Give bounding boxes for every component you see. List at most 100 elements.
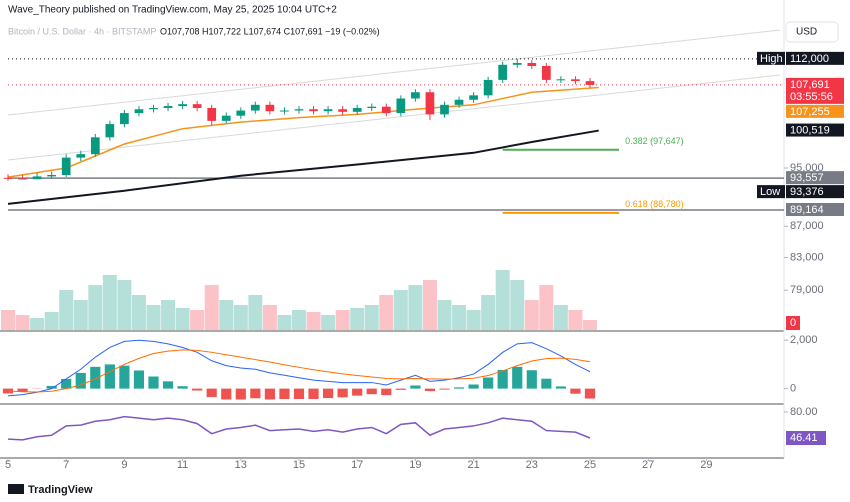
volume-bar [539, 285, 554, 330]
x-tick-label: 11 [177, 459, 188, 471]
candle-body [498, 64, 508, 80]
volume-badge-bg [786, 316, 800, 330]
y-tick-label: 83,000 [790, 251, 824, 263]
macd-histogram-bar [293, 388, 305, 400]
volume-bar [59, 290, 74, 330]
volume-bar [481, 295, 496, 330]
macd-histogram-bar [366, 388, 377, 395]
volume-bar [248, 295, 263, 330]
candle-body [527, 63, 537, 66]
x-tick-label: 17 [351, 459, 363, 471]
candle-body [309, 109, 318, 112]
candle-body [585, 81, 595, 85]
candle-body [556, 79, 566, 81]
macd-histogram-bar [264, 388, 275, 400]
macd-histogram-bar [104, 364, 115, 389]
candle-body [61, 157, 71, 175]
macd-histogram-bar [46, 385, 57, 389]
x-tick-label: 5 [5, 459, 11, 471]
volume-bar [524, 300, 539, 330]
candle-body [192, 104, 202, 108]
x-tick-label: 19 [409, 459, 421, 471]
candle-body [134, 109, 144, 114]
candle-body [236, 110, 246, 116]
candle-body [90, 137, 100, 155]
volume-bar [350, 308, 365, 330]
x-tick-label: 25 [584, 459, 596, 471]
macd-line [7, 339, 591, 397]
candle-body [265, 104, 275, 112]
macd-histogram-bar [526, 370, 537, 389]
macd-histogram-bar [570, 388, 581, 394]
channel-line [7, 74, 781, 161]
price-label: 112,000 [790, 53, 829, 65]
x-tick-label: 15 [293, 459, 305, 471]
candle-body [571, 79, 580, 82]
volume-bar [175, 308, 190, 330]
fib-label: 0.382 (97,647) [625, 136, 684, 146]
candle-body [32, 176, 42, 180]
price-label: 93,376 [790, 186, 824, 198]
macd-histogram-bar [352, 388, 363, 396]
volume-bar [1, 310, 15, 330]
y-tick-label: 0 [790, 383, 796, 395]
x-tick-label: 7 [63, 459, 69, 471]
candle-body [396, 98, 406, 114]
x-tick-label: 29 [700, 459, 712, 471]
price-tag: Low [760, 186, 780, 198]
y-tick-label: 80.00 [790, 406, 818, 418]
x-tick-label: 23 [526, 459, 538, 471]
price-label: 107,255 [790, 106, 830, 118]
macd-histogram-bar [75, 372, 86, 389]
ohlc: O107,708 H107,722 L107,674 C107,691 −19 … [160, 26, 380, 36]
candle-body [338, 109, 348, 112]
macd-histogram-bar [250, 388, 261, 399]
currency[interactable]: USD [796, 27, 817, 38]
price-label-bg [786, 77, 844, 104]
volume-bar [44, 312, 59, 330]
currency-button[interactable] [785, 21, 839, 43]
candle-body [105, 124, 115, 138]
macd-histogram-bar [337, 388, 348, 398]
price-label: 89,164 [790, 204, 824, 216]
price-label-bg [786, 123, 844, 137]
candle-body [381, 106, 391, 114]
candle-body [425, 92, 435, 115]
rsi-label: 46.41 [790, 432, 818, 444]
macd-histogram-bar [468, 384, 479, 389]
x-tick-label: 13 [235, 459, 247, 471]
price-label: 93,557 [790, 172, 824, 184]
publisher: Wave_Theory published on TradingView.com… [8, 5, 337, 16]
volume-bar [204, 285, 219, 330]
price-label: 107,691 [790, 79, 830, 91]
candle-body [541, 65, 551, 80]
volume-bar [277, 315, 292, 330]
macd-histogram-bar [483, 377, 494, 389]
fib-label: 0.618 (88,780) [625, 199, 684, 209]
volume-bar [161, 300, 176, 330]
macd-histogram-bar [395, 388, 406, 390]
volume-bar [306, 312, 321, 330]
macd-histogram-bar [133, 370, 145, 389]
volume-bar [452, 305, 467, 330]
candle-body [163, 106, 173, 108]
volume-bar [393, 290, 408, 330]
macd-histogram-bar [206, 388, 217, 398]
price-label-countdown: 03:55:56 [790, 91, 833, 103]
volume-bar [102, 275, 117, 330]
candle-body [76, 154, 86, 158]
macd-histogram-bar [381, 388, 392, 396]
moving-average [7, 129, 599, 205]
volume-bar [190, 310, 205, 330]
volume-bar [582, 320, 597, 330]
macd-histogram-bar [308, 388, 319, 400]
candle-body [250, 104, 260, 111]
macd-histogram-bar [235, 388, 246, 400]
price-label-bg [786, 51, 844, 65]
candle-body [207, 107, 217, 121]
macd-histogram-bar [119, 365, 130, 389]
volume-bar [292, 310, 306, 330]
volume-bar [88, 285, 103, 330]
macd-histogram-bar [497, 369, 508, 389]
macd-histogram-bar [192, 388, 203, 391]
